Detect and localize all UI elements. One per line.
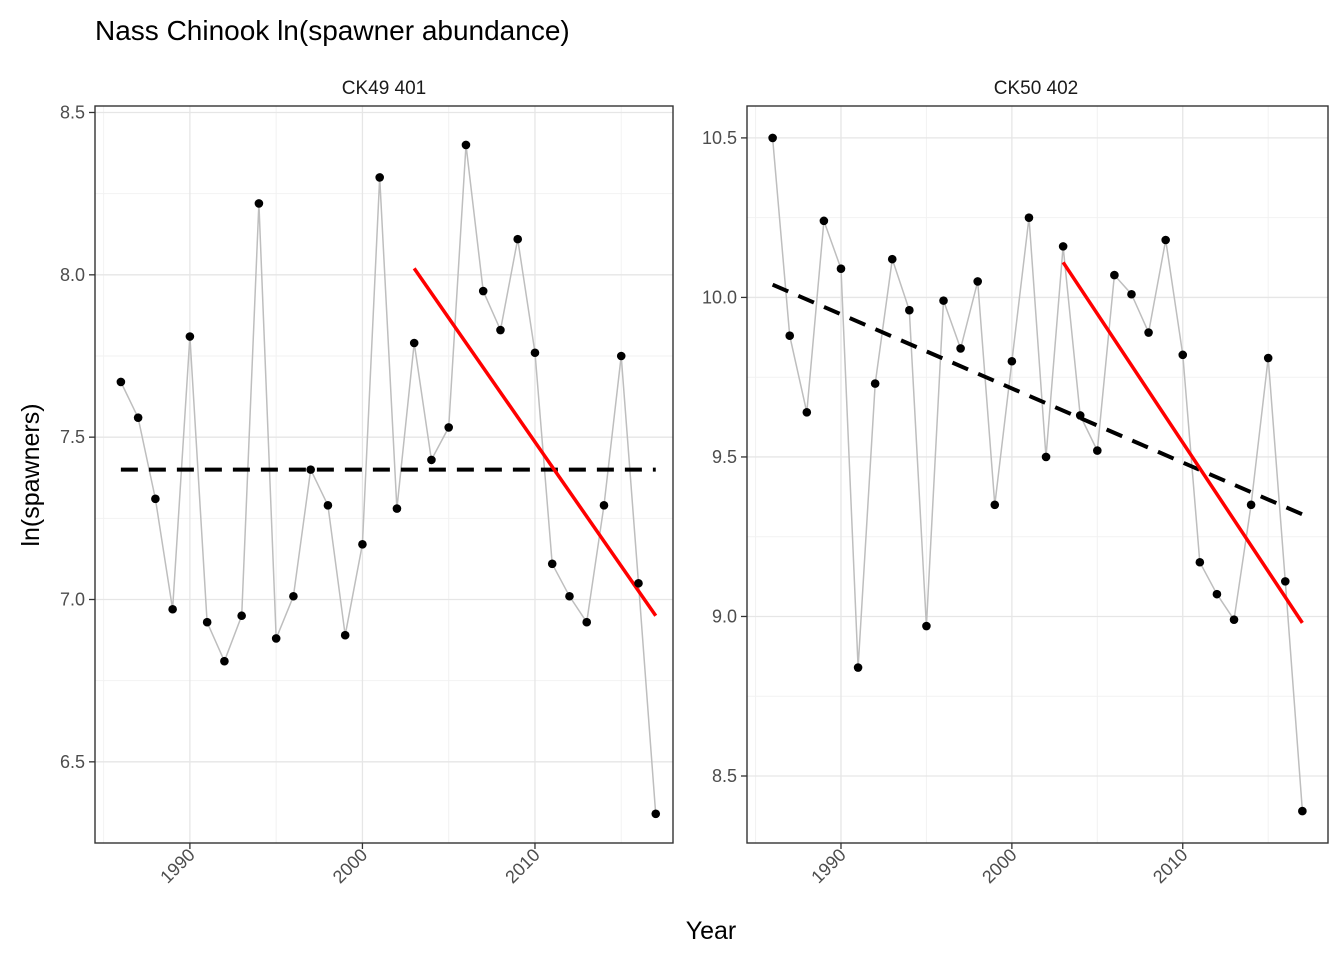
data-point <box>168 604 177 614</box>
data-point <box>340 630 350 640</box>
x-tick-label: 2000 <box>329 845 371 887</box>
y-tick-label: 7.0 <box>60 589 85 609</box>
x-tick-label: 1990 <box>156 845 198 887</box>
data-point <box>634 578 643 588</box>
data-point <box>392 504 402 513</box>
panel-ck50: 8.5 9.0 9.5 10.0 10.5 1990 2000 2010 CK50 402 <box>702 78 1329 887</box>
data-point <box>853 663 863 672</box>
data-point <box>582 617 592 627</box>
data-point <box>1058 242 1068 251</box>
panel-background <box>747 106 1328 843</box>
data-point <box>956 344 965 353</box>
data-point <box>151 494 160 504</box>
data-point <box>802 407 812 417</box>
panel-border <box>94 105 674 844</box>
data-point <box>1229 615 1239 624</box>
data-point <box>785 331 795 341</box>
connector-line <box>120 144 657 814</box>
y-axis-label: ln(spawners) <box>17 403 45 546</box>
data-point <box>836 264 846 274</box>
data-point <box>939 296 948 305</box>
data-point <box>870 379 880 388</box>
data-point <box>185 332 195 341</box>
data-point <box>496 325 505 335</box>
data-point <box>306 465 315 474</box>
recent-trend-line <box>412 267 658 617</box>
data-point <box>905 305 914 315</box>
data-point <box>1110 270 1119 280</box>
data-point <box>358 540 367 549</box>
y-tick-label: 9.0 <box>712 606 737 626</box>
data-point <box>323 501 333 510</box>
panel-border <box>746 105 1329 844</box>
panel-strip-label: CK49 401 <box>342 78 427 99</box>
data-point <box>444 423 454 432</box>
data-point <box>513 234 523 244</box>
data-point <box>461 140 471 150</box>
y-tick-label: 10.5 <box>702 128 737 148</box>
x-tick-label: 2010 <box>1149 845 1191 887</box>
data-point <box>530 348 540 358</box>
data-point <box>254 199 264 208</box>
y-tick-label: 8.5 <box>60 102 85 122</box>
data-point <box>565 591 574 601</box>
data-point <box>1280 577 1290 586</box>
data-point <box>547 559 557 569</box>
y-tick-label: 10.0 <box>702 287 737 307</box>
data-point <box>220 656 229 666</box>
y-tick-label: 6.5 <box>60 752 85 772</box>
data-point <box>1007 356 1017 366</box>
data-point <box>1195 557 1205 567</box>
data-point <box>1161 235 1170 245</box>
data-point <box>819 216 829 226</box>
data-point <box>289 591 298 601</box>
data-point <box>599 501 609 510</box>
data-point <box>651 809 661 819</box>
data-point <box>1024 213 1034 222</box>
data-point <box>768 133 777 143</box>
data-point <box>116 377 126 387</box>
chart-title: Nass Chinook ln(spawner abundance) <box>95 15 570 46</box>
recent-trend-line <box>1061 261 1304 624</box>
panel-background <box>95 106 673 843</box>
data-point <box>1127 289 1136 299</box>
data-point <box>409 338 419 348</box>
data-point <box>1263 353 1273 363</box>
panel-strip-label: CK50 402 <box>994 78 1079 99</box>
y-tick-label: 7.5 <box>60 427 85 447</box>
data-point <box>990 500 1000 510</box>
x-tick-label: 1990 <box>807 845 849 887</box>
data-point <box>922 621 931 631</box>
data-point <box>973 277 982 286</box>
data-point <box>616 351 626 361</box>
data-point <box>887 254 897 264</box>
x-tick-label: 2000 <box>978 845 1020 887</box>
data-point <box>1075 411 1085 420</box>
x-axis-label: Year <box>686 917 737 945</box>
data-point <box>427 455 436 465</box>
data-point <box>237 611 246 621</box>
y-tick-label: 8.5 <box>712 766 737 786</box>
data-point <box>1298 806 1307 816</box>
data-point <box>1212 589 1222 599</box>
data-point <box>133 413 143 422</box>
data-point <box>1093 446 1102 455</box>
data-point <box>478 286 488 296</box>
data-point <box>202 617 212 627</box>
data-point <box>375 173 384 182</box>
long-term-trend-line <box>771 282 1304 517</box>
panel-ck49: 6.5 7.0 7.5 8.0 8.5 1990 2000 2010 CK49 401 <box>60 78 674 887</box>
data-point <box>1144 328 1153 337</box>
x-tick-label: 2010 <box>501 845 543 887</box>
connector-line <box>771 137 1304 812</box>
data-point <box>1178 350 1188 360</box>
data-point <box>1246 500 1256 510</box>
y-tick-label: 8.0 <box>60 265 85 285</box>
data-point <box>271 634 281 643</box>
data-point <box>1041 452 1051 462</box>
y-tick-label: 9.5 <box>712 447 737 467</box>
